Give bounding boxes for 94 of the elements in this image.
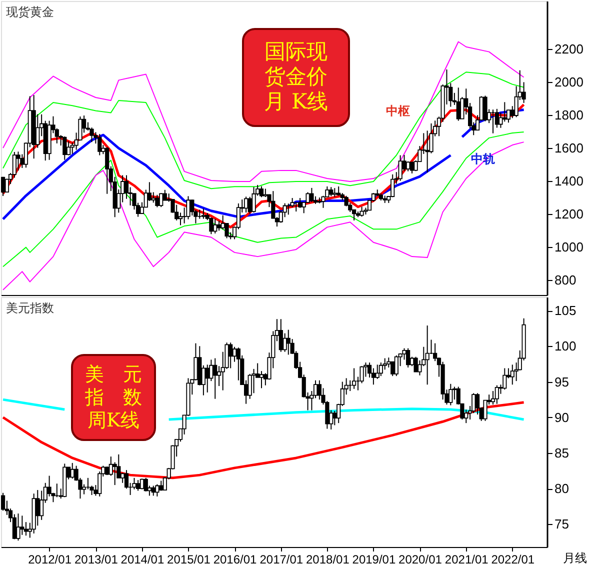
y-tick-label: 1000 [554,239,584,254]
annotation: 国际现货金价月 K线 [264,39,328,114]
chart-title: 美元指数 [6,301,54,315]
candlestick [298,197,302,208]
y-tick-label: 90 [554,410,569,425]
line-series [2,142,524,290]
x-tick-label: 2022/01 [491,552,535,566]
candlestick [105,146,110,194]
candlestick [98,133,102,156]
x-tick-label: 2021/01 [444,552,489,566]
candlestick [16,151,20,172]
candlestick [47,475,52,497]
y-tick-label: 1400 [554,173,584,188]
candlestick [352,368,356,390]
x-tick-label: 2019/01 [352,552,396,566]
candlestick [201,208,206,220]
y-tick-label: 2000 [554,74,584,90]
candlestick [213,358,218,400]
x-tick-label: 2017/01 [260,552,304,566]
y-tick-label: 95 [554,374,569,390]
x-tick-label: 2013/01 [74,552,118,566]
candlestick [0,176,6,197]
y-tick-label: 1200 [554,206,584,222]
candlestick [259,186,264,198]
candlestick [62,136,67,160]
candlestick [259,370,264,389]
candlestick [213,218,218,234]
y-tick-label: 1800 [554,107,584,122]
candlestick [510,364,514,386]
candlestick [390,174,395,198]
candlestick [144,477,148,492]
text: 月线 [563,551,587,565]
annotation: 中枢 [386,104,410,118]
candlestick [375,364,380,380]
candlestick [228,342,233,369]
chart-title: 现货黄金 [6,5,54,19]
candlestick [20,515,24,536]
candlestick [394,354,398,377]
y-tick-label: 100 [554,338,576,354]
candlestick [317,380,322,400]
candlestick [151,192,156,204]
candlestick [244,196,248,214]
candlestick [155,484,160,497]
candlestick [0,492,6,512]
y-tick-label: 2200 [554,41,584,56]
x-tick-label: 2020/01 [398,552,442,566]
candlestick [414,356,418,372]
candlestick [398,154,402,182]
x-tick-label: 2014/01 [120,552,164,566]
candlestick [36,490,40,526]
candlestick [286,329,290,356]
candlestick [406,348,410,368]
y-tick-label: 85 [554,445,569,460]
x-tick-label: 2015/01 [167,552,211,566]
candlestick [360,206,364,218]
line-series [2,131,524,268]
y-tick-label: 105 [554,303,576,318]
candlestick [329,186,334,197]
candlestick [475,392,480,416]
candlestick [502,368,507,390]
candlestick [209,216,214,235]
candlestick [136,480,140,492]
candlestick [155,194,160,208]
candlestick [448,383,453,406]
annotation: 美 元指 数周K线 [84,364,142,432]
candlestick [66,140,71,156]
candlestick [494,384,499,404]
candlestick [36,114,40,148]
candlestick [232,346,237,362]
x-tick-label: 2016/01 [213,552,258,566]
candlestick [483,95,488,122]
candlestick [236,347,240,381]
line-series [2,41,524,182]
candlestick [425,324,430,386]
x-tick-label: 2018/01 [306,552,350,566]
y-tick-label: 1600 [554,140,584,156]
candlestick [216,220,222,232]
candlestick [278,318,283,352]
candlestick [306,192,310,204]
candlestick [159,192,164,208]
candlestick [502,102,507,122]
candlestick [252,186,256,214]
candlestick [186,196,190,220]
candlestick [282,332,287,352]
y-tick-label: 80 [554,481,569,496]
candlestick [378,362,383,377]
candlestick [70,462,74,480]
candlestick [140,478,144,490]
candlestick [194,342,198,381]
y-tick-label: 75 [554,516,569,532]
candlestick [16,513,20,542]
candlestick [310,187,314,203]
y-tick-label: 800 [554,272,576,288]
x-tick-label: 2012/01 [28,552,72,566]
